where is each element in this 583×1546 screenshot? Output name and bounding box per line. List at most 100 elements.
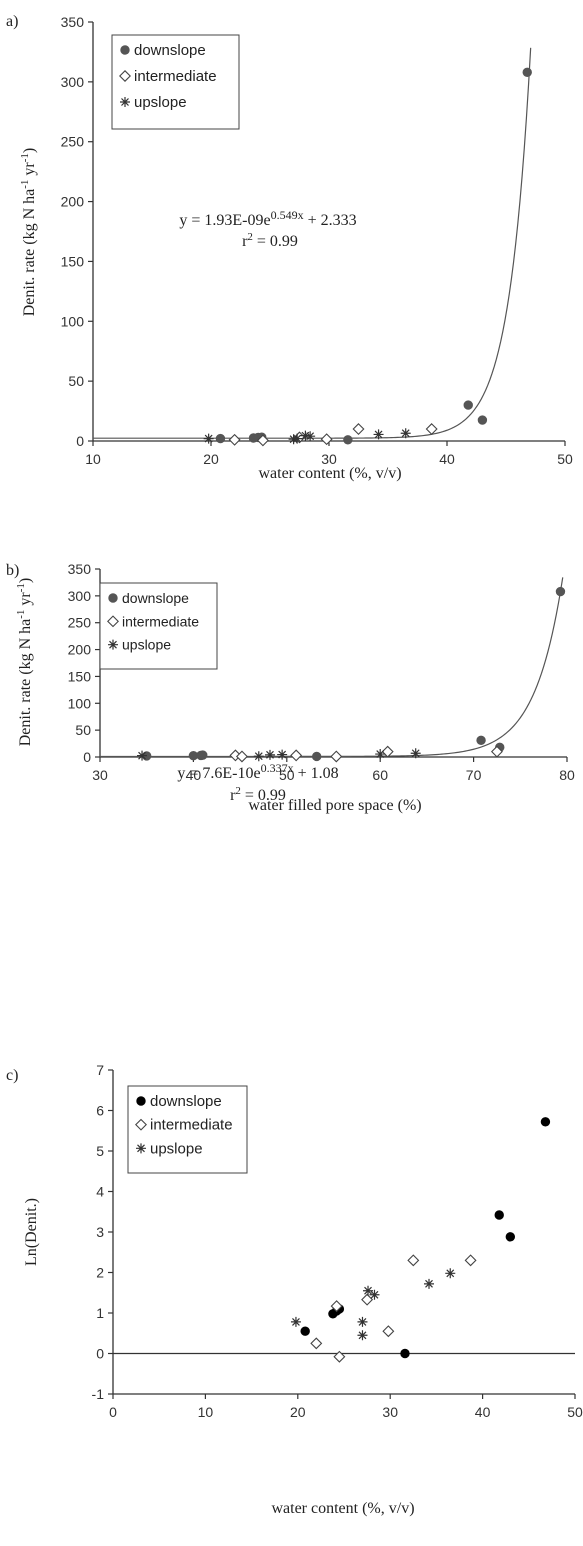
y-tick-label: 300 [68, 588, 92, 604]
series-downslope [215, 67, 532, 445]
x-tick-label: 60 [372, 767, 388, 783]
x-tick-label: 40 [439, 451, 455, 467]
x-tick-label: 50 [279, 767, 295, 783]
y-tick-label: 3 [96, 1224, 104, 1240]
data-point-upslope [357, 1316, 368, 1327]
panel-label: c) [6, 1067, 18, 1084]
x-tick-label: 40 [475, 1404, 491, 1420]
y-tick-label: 7 [96, 1062, 104, 1078]
y-tick-label: 0 [76, 433, 84, 449]
r2-superscript: 2 [247, 231, 253, 243]
x-tick-label: 30 [92, 767, 108, 783]
data-point-upslope [292, 433, 303, 444]
data-point-intermediate [407, 1254, 420, 1267]
x-tick-label: 20 [290, 1404, 306, 1420]
y-label-text: ) [21, 148, 38, 153]
y-tick-label: 300 [61, 74, 85, 90]
legend-marker-intermediate [107, 615, 119, 628]
y-tick-label: 250 [61, 134, 85, 150]
data-point-downslope [400, 1348, 410, 1359]
equation-superscript: 0.337x [261, 761, 294, 775]
y-tick-label: 250 [68, 615, 92, 631]
fit-equation: y = 1.93E-09e0.549x + 2.333 [179, 208, 356, 229]
data-point-intermediate [310, 1337, 323, 1350]
series-intermediate [228, 423, 438, 447]
data-point-upslope [369, 1289, 380, 1300]
data-point-intermediate [333, 1350, 346, 1363]
data-point-upslope [264, 749, 275, 760]
data-point-upslope [290, 1316, 301, 1327]
data-point-downslope [522, 67, 532, 77]
y-label-superscript: -1 [15, 610, 27, 619]
x-tick-label: 50 [567, 1404, 583, 1420]
y-tick-label: 2 [96, 1265, 104, 1281]
legend-marker-upslope [120, 97, 130, 107]
series-downslope [300, 1117, 551, 1359]
panel-label: b) [6, 562, 19, 579]
y-axis-label: Denit. rate (kg N ha-1 yr-1) [19, 148, 38, 317]
y-tick-label: 50 [75, 722, 91, 738]
data-point-upslope [410, 748, 421, 759]
data-point-intermediate [228, 433, 241, 446]
x-tick-label: 10 [198, 1404, 214, 1420]
y-label-text: ) [17, 578, 34, 583]
data-point-intermediate [330, 1300, 343, 1313]
x-tick-label: 30 [382, 1404, 398, 1420]
equation-superscript: 0.549x [271, 208, 304, 222]
data-point-downslope [540, 1117, 551, 1127]
data-point-intermediate [290, 749, 303, 762]
series-intermediate [310, 1254, 477, 1363]
y-tick-label: 4 [96, 1184, 104, 1200]
r-squared: r2 = 0.99 [230, 785, 286, 804]
data-point-upslope [373, 429, 384, 440]
legend-marker-downslope [136, 1096, 146, 1106]
data-point-upslope [445, 1268, 456, 1279]
y-tick-label: 0 [83, 749, 91, 765]
panel-label: a) [6, 13, 18, 30]
data-point-upslope [357, 1330, 368, 1341]
legend-box [99, 582, 218, 670]
data-point-intermediate [381, 745, 394, 758]
data-point-intermediate [490, 745, 503, 758]
y-tick-label: 6 [96, 1103, 104, 1119]
data-point-downslope [463, 400, 473, 410]
y-tick-label: 0 [96, 1346, 104, 1362]
chart-panel-2: b) 0 50 100 150 200 250 300 350 30 40 50 60 70 80 water… [6, 561, 575, 814]
legend-marker-upslope [108, 639, 118, 650]
chart-panel-1: a) 0 50 100 150 200 250 300 350 10 20 30 40 50 water c… [6, 13, 573, 482]
series-upslope [203, 428, 411, 445]
y-tick-label: -1 [92, 1386, 105, 1402]
series-intermediate [229, 745, 503, 763]
y-tick-label: 350 [61, 14, 85, 30]
r-squared: r2 = 0.99 [242, 231, 298, 250]
y-axis-label: Ln(Denit.) [23, 1198, 40, 1266]
data-point-downslope [494, 1210, 504, 1220]
data-point-intermediate [382, 1325, 395, 1338]
r2-text: r [230, 787, 236, 804]
data-point-intermediate [235, 750, 248, 763]
data-point-intermediate [425, 423, 438, 436]
data-point-downslope [215, 433, 226, 444]
legend: downslope intermediate upslope [99, 582, 218, 670]
legend-label: downslope [122, 590, 189, 606]
legend-label: intermediate [150, 1117, 233, 1134]
legend-box [111, 34, 240, 130]
data-point-downslope [198, 750, 208, 760]
y-axis-label: Denit. rate (kg N ha-1 yr-1) [15, 578, 34, 747]
x-tick-label: 0 [109, 1404, 117, 1420]
data-point-upslope [137, 750, 148, 761]
x-axis-label: water content (%, v/v) [258, 465, 401, 482]
equation-text: + 1.08 [294, 765, 339, 782]
y-label-superscript: -1 [15, 583, 27, 592]
data-point-intermediate [256, 434, 269, 447]
series-upslope [290, 1268, 456, 1341]
data-point-downslope [476, 735, 486, 746]
legend-marker-intermediate [135, 1118, 147, 1131]
x-tick-label: 40 [186, 767, 202, 783]
legend-marker-intermediate [119, 70, 131, 82]
data-point-downslope [343, 435, 353, 445]
data-point-intermediate [320, 433, 333, 446]
y-tick-label: 50 [68, 373, 84, 389]
legend: downslope intermediate upslope [127, 1085, 248, 1174]
